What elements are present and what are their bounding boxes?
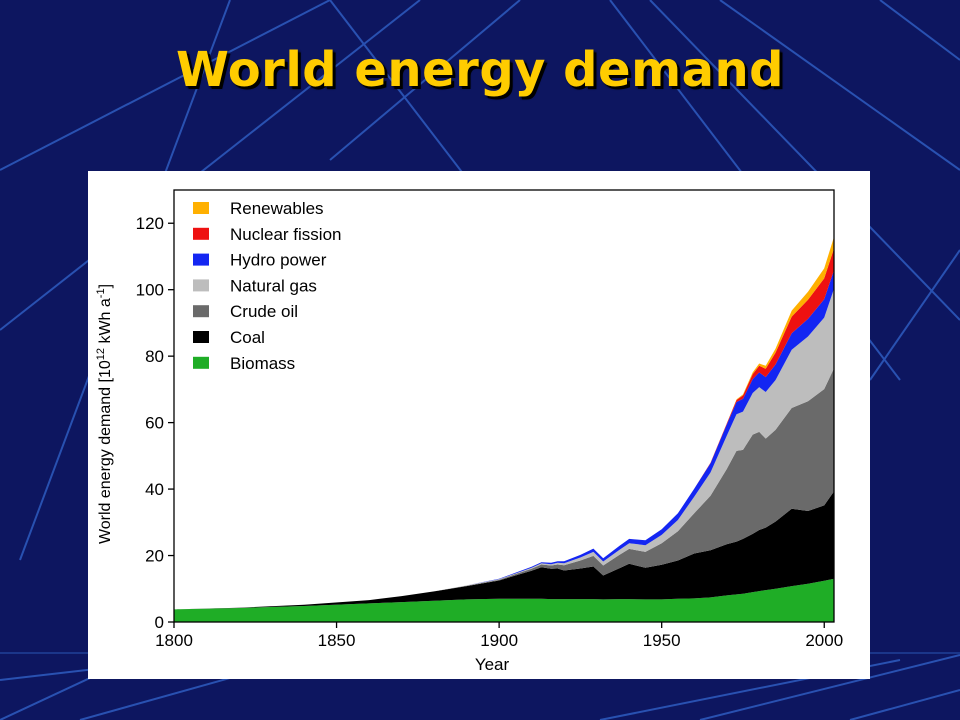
y-axis-label-part: kWh a — [97, 298, 114, 348]
legend-label-renewables: Renewables — [230, 199, 324, 218]
area-crude-oil — [174, 368, 834, 610]
legend-label-crude-oil: Crude oil — [230, 302, 298, 321]
y-tick-label: 0 — [155, 613, 164, 632]
x-tick-label: 1850 — [318, 631, 356, 650]
y-tick-label: 20 — [145, 547, 164, 566]
legend-swatch-coal — [193, 331, 209, 343]
legend-swatch-natural-gas — [193, 279, 209, 292]
y-axis-label-part: 12 — [95, 348, 107, 360]
y-axis-label: World energy demand [1012 kWh a-1] — [95, 284, 114, 544]
chart-panel: 1800 1850 1900 1950 2000 0 20 40 60 80 100 120 Year W… — [88, 171, 870, 679]
legend-swatch-crude-oil — [193, 305, 209, 318]
x-tick-label: 1950 — [643, 631, 681, 650]
legend-swatch-renewables — [193, 202, 209, 214]
y-tick-label: 100 — [136, 281, 164, 300]
slide-title: World energy demand — [175, 42, 785, 98]
area-natural-gas — [174, 288, 834, 610]
x-tick-label: 2000 — [805, 631, 843, 650]
y-axis-label-part: ] — [97, 284, 114, 288]
x-tick-label: 1800 — [155, 631, 193, 650]
legend-swatch-biomass — [193, 356, 209, 369]
legend-label-biomass: Biomass — [230, 354, 295, 373]
legend-label-hydro-power: Hydro power — [230, 251, 327, 270]
legend-label-nuclear-fission: Nuclear fission — [230, 225, 342, 244]
x-axis-label: Year — [475, 655, 510, 674]
stacked-area-chart: 1800 1850 1900 1950 2000 0 20 40 60 80 100 120 Year W… — [95, 189, 843, 674]
area-biomass — [174, 578, 834, 622]
legend-label-coal: Coal — [230, 328, 265, 347]
legend-label-natural-gas: Natural gas — [230, 276, 317, 295]
y-tick-label: 60 — [145, 414, 164, 433]
y-tick-label: 80 — [145, 347, 164, 366]
plot-frame — [173, 189, 835, 623]
area-coal — [174, 491, 834, 610]
area-hydro-power — [174, 270, 834, 610]
legend-swatch-nuclear-fission — [193, 227, 209, 240]
y-axis-label-part: World energy demand [10 — [97, 360, 114, 544]
x-tick-label: 1900 — [480, 631, 518, 650]
y-tick-label: 40 — [145, 480, 164, 499]
y-axis-label-part: -1 — [95, 288, 107, 298]
legend-swatch-hydro-power — [193, 253, 209, 266]
y-tick-label: 120 — [136, 214, 164, 233]
